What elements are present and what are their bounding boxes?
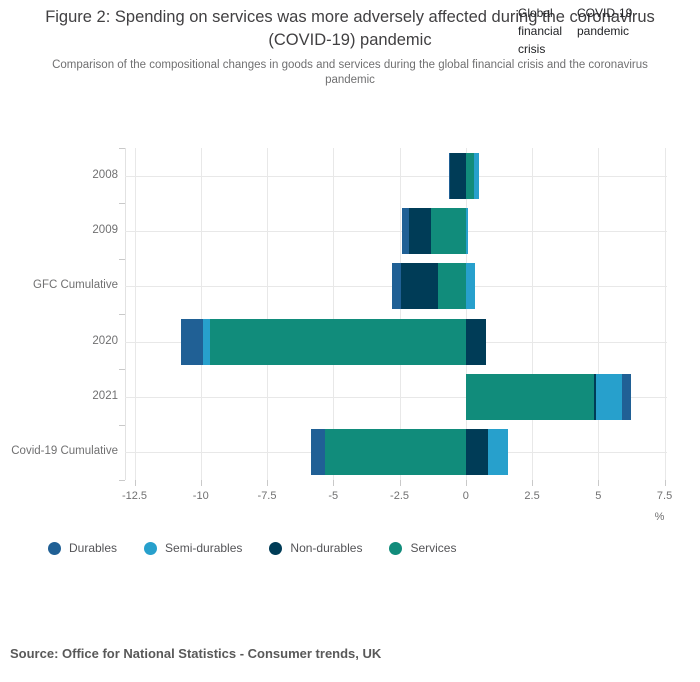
y-category-label-gfc-cumulative: GFC Cumulative	[33, 279, 118, 292]
x-tick-mark	[399, 480, 401, 486]
bar-covid-19-cumulative-services[interactable]	[325, 429, 466, 476]
tab-global-financial-crisis[interactable]: Global financial crisis	[518, 6, 563, 56]
y-axis-line	[125, 148, 126, 480]
x-tick-label: -7.5	[257, 490, 277, 502]
legend-item-services[interactable]: Services	[389, 541, 456, 555]
bar-2021-services[interactable]	[465, 374, 595, 420]
legend-item-durables[interactable]: Durables	[48, 541, 117, 555]
legend-label: Semi-durables	[165, 541, 243, 555]
legend-swatch-services	[389, 541, 403, 555]
legend-label: Non-durables	[290, 541, 363, 555]
bar-2009-non-durables[interactable]	[408, 208, 432, 254]
legend-swatch-durables	[48, 541, 61, 555]
bar-2009-durables[interactable]	[402, 208, 409, 254]
legend-item-non-durables[interactable]: Non-durables	[269, 541, 362, 555]
legend-label: Durables	[69, 541, 118, 555]
legend-label: Services	[410, 541, 457, 555]
bar-covid-19-cumulative-durables[interactable]	[310, 429, 326, 476]
gridline-x-7.5	[664, 148, 666, 480]
y-tick-mark	[119, 480, 125, 481]
chart-legend: Durables Semi-durables Non-durables Service…	[48, 541, 456, 555]
gridline-x--2.5	[399, 148, 401, 480]
x-axis-unit-label: %	[654, 511, 665, 523]
gridline-y	[125, 397, 667, 398]
gridline-x-2.5	[532, 148, 534, 480]
x-tick-mark	[465, 480, 467, 486]
bar-2021-semi-durables[interactable]	[595, 374, 623, 420]
x-tick-label: 2.5	[524, 490, 540, 502]
gridline-x--10	[200, 148, 202, 480]
x-tick-label: -2.5	[390, 490, 410, 502]
gridline-x-0	[465, 148, 467, 480]
bar-2008-non-durables[interactable]	[449, 152, 466, 199]
source-text: Source: Office for National Statistics -…	[10, 646, 382, 661]
x-tick-label: -10	[192, 490, 209, 502]
legend-item-semi-durables[interactable]: Semi-durables	[144, 541, 242, 555]
bar-gfc-cumulative-durables[interactable]	[391, 263, 401, 310]
bar-2020-non-durables[interactable]	[465, 318, 486, 365]
bar-covid-19-cumulative-semi-durables[interactable]	[488, 429, 509, 476]
gridline-x--7.5	[267, 148, 269, 480]
gridline-y	[125, 231, 667, 232]
bar-2008-semi-durables[interactable]	[473, 152, 480, 199]
bar-2020-durables[interactable]	[180, 318, 204, 365]
bar-2021-non-durables[interactable]	[594, 374, 596, 420]
x-tick-mark	[200, 480, 202, 486]
y-category-label-2021: 2021	[92, 390, 118, 402]
y-tick-mark	[119, 148, 125, 149]
y-tick-mark	[119, 314, 125, 315]
bar-gfc-cumulative-services[interactable]	[437, 263, 466, 310]
y-category-label-2009: 2009	[92, 224, 118, 236]
chart-title: Figure 2: Spending on services was more …	[45, 8, 655, 49]
bar-covid-19-cumulative-non-durables[interactable]	[465, 429, 489, 476]
bar-2008-services[interactable]	[465, 152, 474, 199]
bar-2021-durables[interactable]	[622, 374, 632, 420]
x-tick-label: 0	[462, 490, 469, 502]
legend-swatch-non-durables	[269, 541, 283, 555]
gridline-x--5	[333, 148, 335, 480]
x-tick-label: 7.5	[656, 490, 673, 502]
y-tick-mark	[119, 424, 125, 426]
gridline-x--12.5	[134, 148, 136, 480]
x-tick-mark	[134, 480, 136, 486]
bar-gfc-cumulative-semi-durables[interactable]	[465, 263, 476, 310]
gridline-x-5	[598, 148, 600, 480]
y-tick-mark	[119, 203, 125, 205]
bar-2009-semi-durables[interactable]	[465, 208, 469, 254]
x-tick-mark	[664, 480, 666, 486]
x-tick-mark	[598, 480, 600, 486]
bar-2020-services[interactable]	[210, 318, 466, 365]
x-tick-mark	[532, 480, 534, 486]
x-tick-label: -12.5	[121, 490, 148, 502]
chart-subtitle: Comparison of the compositional changes …	[52, 59, 648, 86]
plot-area	[125, 148, 667, 480]
y-category-label-2020: 2020	[92, 334, 118, 347]
gridline-y	[125, 175, 667, 177]
bar-2008-durables[interactable]	[448, 152, 450, 199]
x-tick-mark	[333, 480, 335, 486]
bar-gfc-cumulative-non-durables[interactable]	[400, 263, 438, 310]
tab-covid-19-pandemic[interactable]: COVID-19 pandemic	[577, 6, 633, 38]
x-tick-mark	[267, 480, 269, 486]
bar-2020-semi-durables[interactable]	[203, 318, 211, 365]
y-category-label-2008: 2008	[92, 168, 118, 181]
bar-2009-services[interactable]	[431, 208, 466, 254]
y-category-label-covid-19-cumulative: Covid-19 Cumulative	[11, 445, 118, 458]
x-tick-label: -5	[328, 490, 339, 502]
x-tick-label: 5	[595, 490, 602, 502]
y-tick-mark	[119, 258, 125, 260]
y-tick-mark	[119, 369, 125, 371]
legend-swatch-semi-durables	[144, 541, 158, 555]
